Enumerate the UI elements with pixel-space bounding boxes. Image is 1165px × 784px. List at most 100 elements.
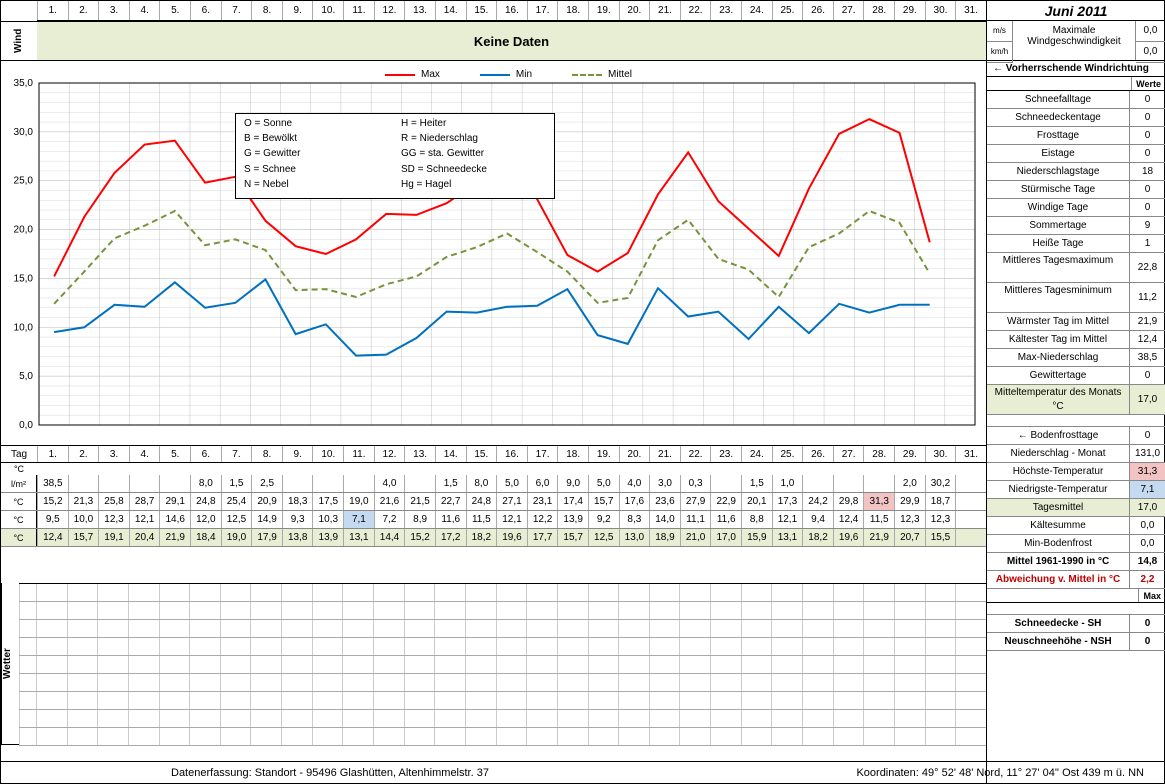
data-cell	[863, 475, 894, 492]
data-cell: 13,9	[557, 511, 588, 528]
data-row: °C15,221,325,828,729,124,825,420,918,317…	[1, 493, 986, 511]
key-box-item: S = Schnee	[244, 164, 389, 179]
key-box-item: SD = Schneedecke	[401, 164, 546, 179]
stat-label: Niedrigste-Temperatur	[987, 481, 1129, 498]
day-header-row: 1.2.3.4.5.6.7.8.9.10.11.12.13.14.15.16.1…	[37, 1, 986, 21]
stat-label: Mitteltemperatur des Monats °C	[987, 385, 1129, 414]
key-box-item: Hg = Hagel	[401, 179, 546, 194]
tag-cell: 2.	[68, 446, 99, 462]
data-cell: 25,4	[221, 493, 252, 510]
data-cell: 14,0	[649, 511, 680, 528]
stat-row: Min-Bodenfrost0,0	[987, 535, 1165, 553]
data-cell: 19,6	[833, 529, 864, 546]
tag-cell: 25.	[772, 446, 803, 462]
data-cell: 21,9	[863, 529, 894, 546]
data-cell: 15,7	[68, 529, 99, 546]
data-cell: 12,4	[37, 529, 68, 546]
data-cell: 17,3	[772, 493, 803, 510]
data-cell: 7,2	[374, 511, 405, 528]
svg-text:20,0: 20,0	[14, 225, 34, 236]
stat-value: 1	[1129, 235, 1165, 252]
stat-value: 2,2	[1129, 571, 1165, 588]
data-cell	[404, 475, 435, 492]
weather-key-box: O = SonneH = HeiterB = BewölktR = Nieder…	[235, 113, 555, 199]
data-cell: 17,5	[312, 493, 343, 510]
data-cell: 12,3	[894, 511, 925, 528]
stat-value: 38,5	[1129, 349, 1165, 366]
day-header-cell: 1.	[37, 1, 68, 20]
data-cell: 11,6	[435, 511, 466, 528]
stat-row: Windige Tage0	[987, 199, 1165, 217]
data-cell	[68, 475, 99, 492]
stat-row: Niedrigste-Temperatur7,1	[987, 481, 1165, 499]
stat-row: Tagesmittel17,0	[987, 499, 1165, 517]
data-cell: 22,7	[435, 493, 466, 510]
data-cell: 9,3	[282, 511, 313, 528]
data-cell: 1,0	[772, 475, 803, 492]
data-cell: 12,4	[833, 511, 864, 528]
stat-label: Abweichung v. Mittel in °C	[987, 571, 1129, 588]
stat-label: Mittleres Tagesmaximum	[987, 253, 1129, 282]
day-header-cell: 23.	[710, 1, 741, 20]
day-header-cell: 10.	[312, 1, 343, 20]
stat-row: Höchste-Temperatur31,3	[987, 463, 1165, 481]
day-header-cell: 4.	[129, 1, 160, 20]
day-header-cell: 9.	[282, 1, 313, 20]
stat-label: Windige Tage	[987, 199, 1129, 216]
data-cell: 1,5	[435, 475, 466, 492]
stat-value: 0	[1129, 615, 1165, 632]
stat-label: Min-Bodenfrost	[987, 535, 1129, 552]
data-cell	[710, 475, 741, 492]
stat-label: Sommertage	[987, 217, 1129, 234]
data-cell: 23,6	[649, 493, 680, 510]
footer: Datenerfassung: Standort - 95496 Glashüt…	[1, 761, 1164, 783]
day-header-cell: 11.	[343, 1, 374, 20]
page-root: 1.2.3.4.5.6.7.8.9.10.11.12.13.14.15.16.1…	[0, 0, 1165, 784]
tag-cell: 7.	[221, 446, 252, 462]
legend-mittel: Mittel	[572, 69, 632, 80]
tag-cell: 1.	[37, 446, 68, 462]
tag-cell: 12.	[374, 446, 405, 462]
tag-cell: 24.	[741, 446, 772, 462]
stat-row: Schneefalltage0	[987, 91, 1165, 109]
data-cell: 12,5	[588, 529, 619, 546]
data-cell: 1,5	[741, 475, 772, 492]
temperature-chart: 0,05,010,015,020,025,030,035,0 Max Min M…	[5, 63, 983, 443]
key-box-item: G = Gewitter	[244, 148, 389, 163]
stat-value: 0	[1129, 91, 1165, 108]
stat-label: Niederschlagstage	[987, 163, 1129, 180]
data-cell: 27,1	[496, 493, 527, 510]
day-header-cell: 20.	[619, 1, 650, 20]
data-cell: 31,3	[863, 493, 894, 510]
data-cell: 6,0	[527, 475, 558, 492]
wind-value-ms: 0,0	[1136, 21, 1165, 42]
tag-label: Tag	[1, 446, 37, 462]
stat-label: Heiße Tage	[987, 235, 1129, 252]
data-cell: 5,0	[588, 475, 619, 492]
stat-row: Wärmster Tag im Mittel21,9	[987, 313, 1165, 331]
data-cell: 9,0	[557, 475, 588, 492]
tag-cell: 22.	[680, 446, 711, 462]
stat-label: Mittleres Tagesminimum	[987, 283, 1129, 312]
stat-row: Abweichung v. Mittel in °C2,2	[987, 571, 1165, 589]
wind-value-kmh: 0,0	[1136, 42, 1165, 63]
tag-cell: 10.	[312, 446, 343, 462]
tag-cell: 23.	[710, 446, 741, 462]
wind-unit-ms: m/s	[987, 21, 1013, 42]
tag-cell: 4.	[129, 446, 160, 462]
data-cell: 15,7	[588, 493, 619, 510]
data-cell: 25,8	[98, 493, 129, 510]
data-cell	[312, 475, 343, 492]
data-cell: 14,6	[159, 511, 190, 528]
data-cell: 28,7	[129, 493, 160, 510]
stat-row: Kältesumme0,0	[987, 517, 1165, 535]
tag-cell: 15.	[466, 446, 497, 462]
stat-row: Kältester Tag im Mittel12,4	[987, 331, 1165, 349]
data-cell: 17,9	[251, 529, 282, 546]
stat-label: Kältesumme	[987, 517, 1129, 534]
day-header-cell: 30.	[925, 1, 956, 20]
data-cell: 24,8	[190, 493, 221, 510]
tag-cell: 26.	[802, 446, 833, 462]
data-cell	[282, 475, 313, 492]
stat-label: Schneedeckentage	[987, 109, 1129, 126]
